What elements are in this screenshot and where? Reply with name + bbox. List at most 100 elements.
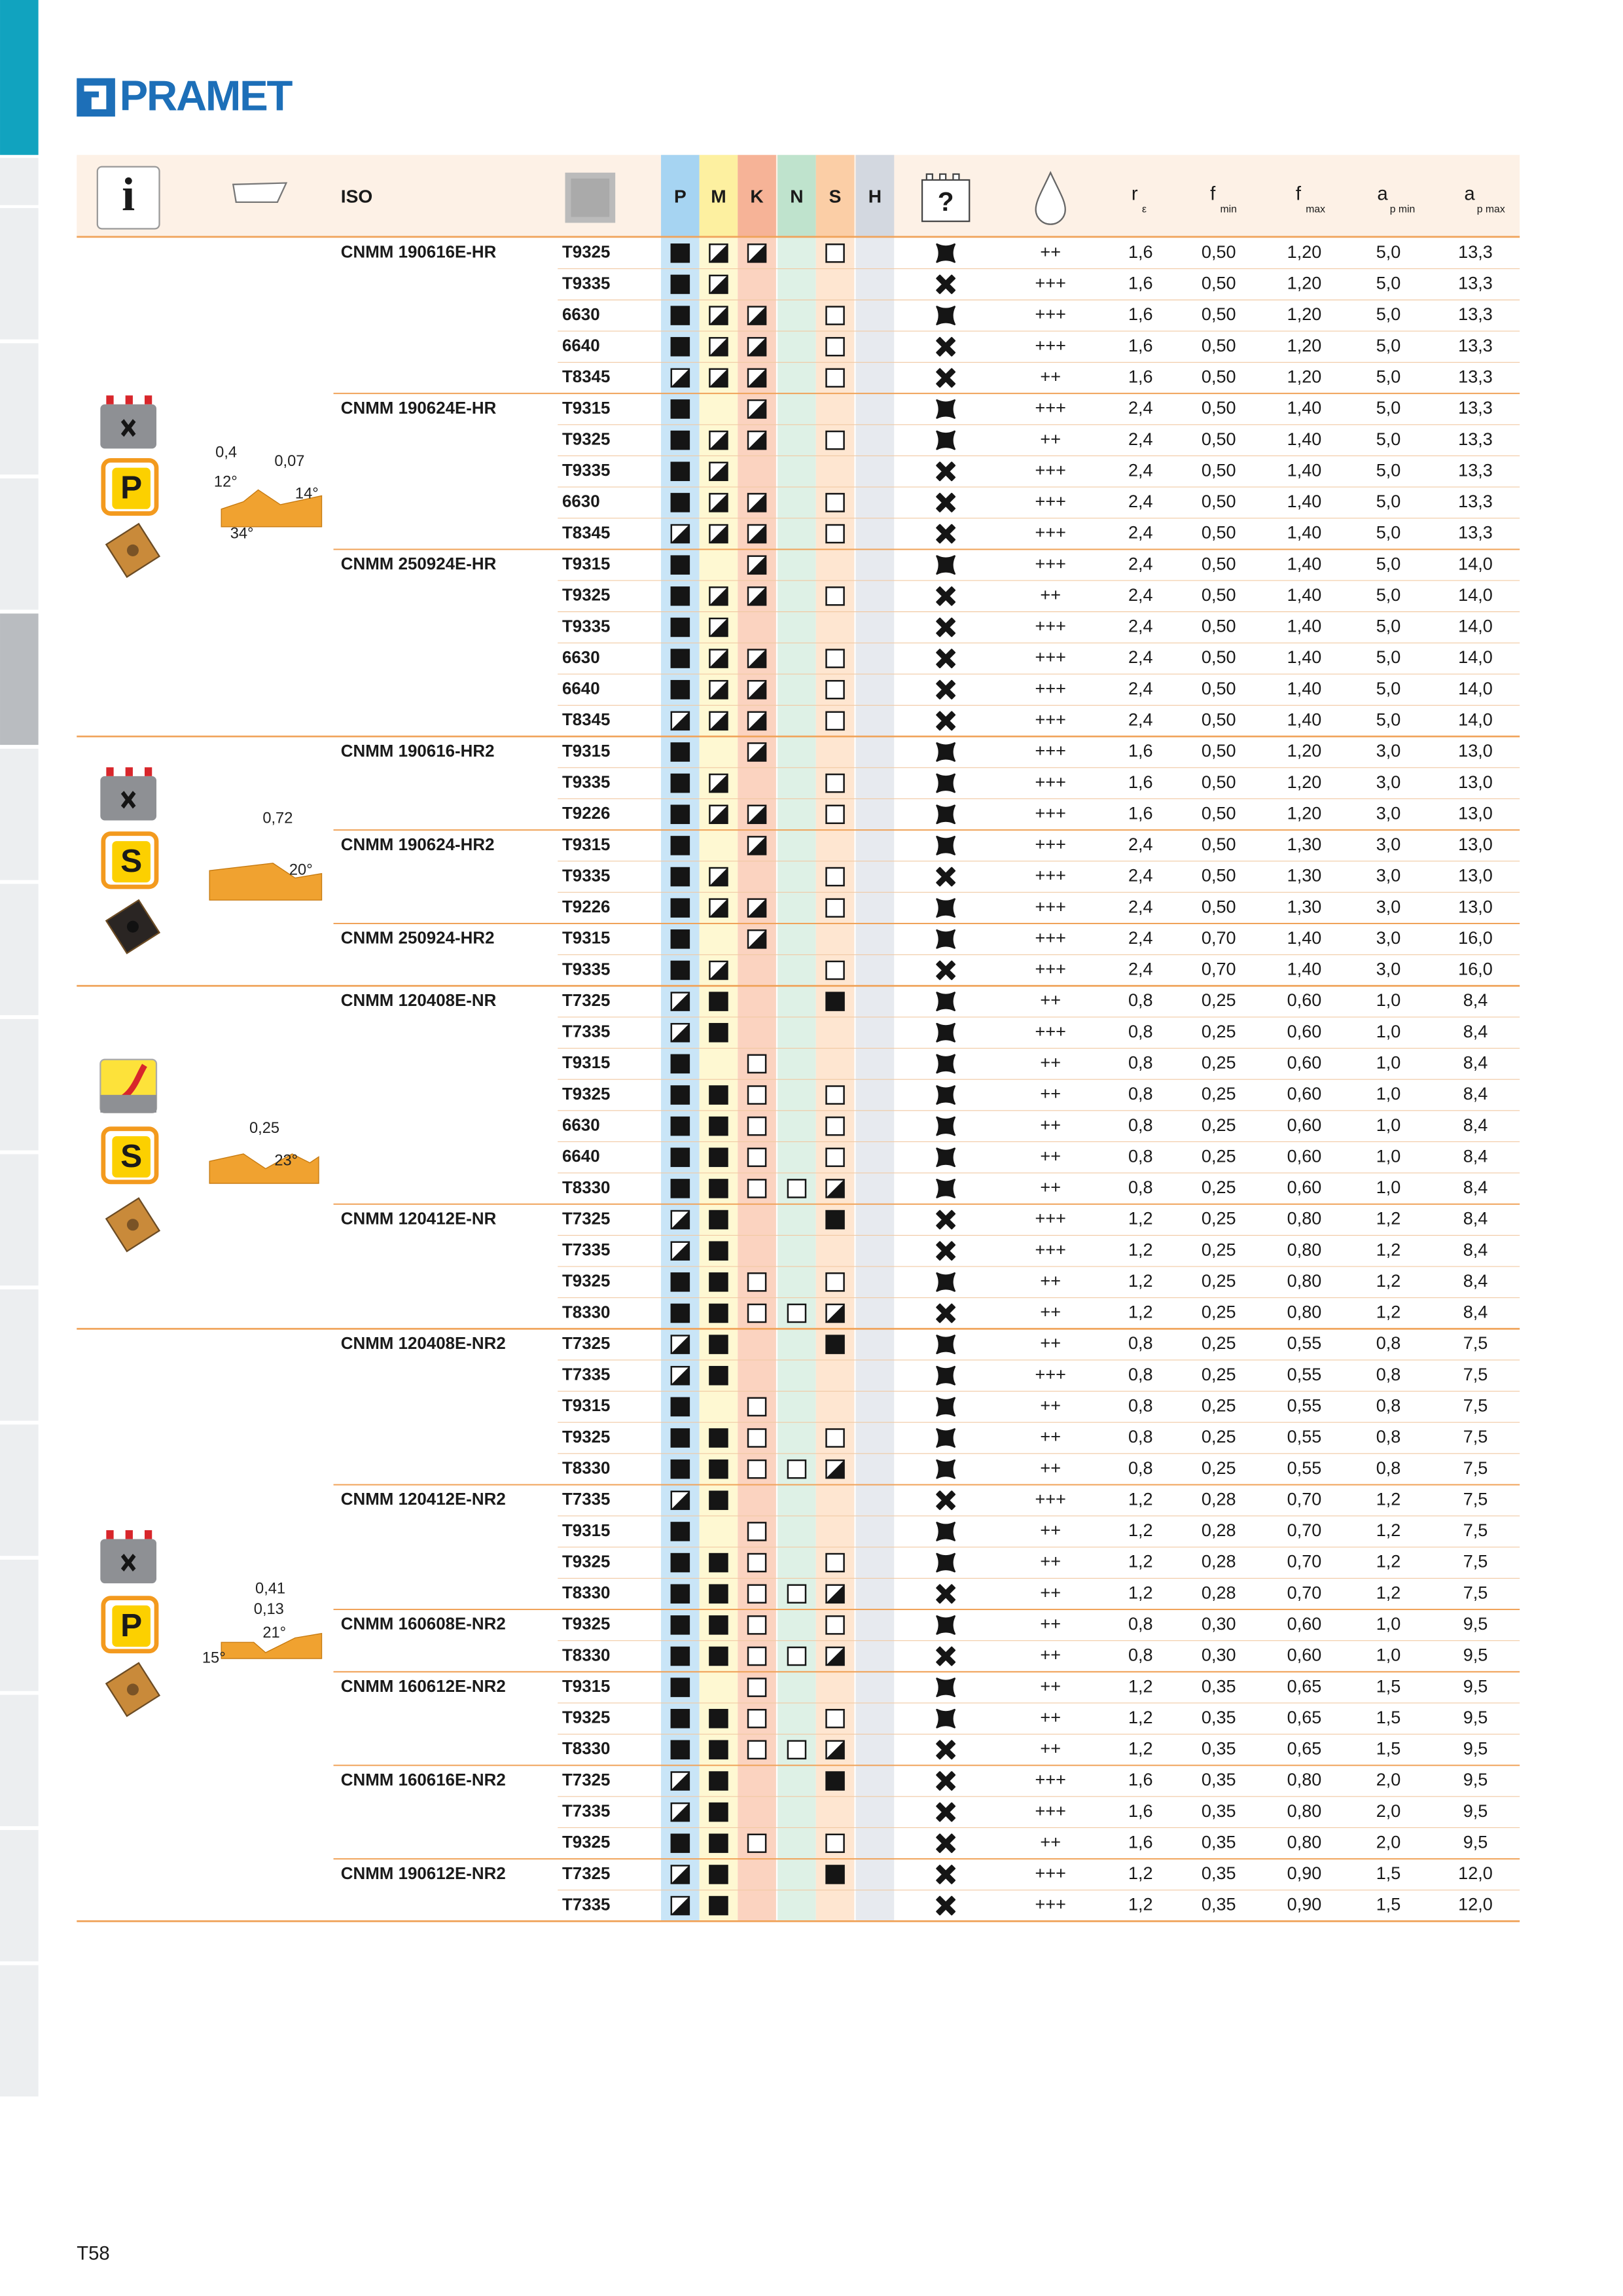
coolant: +++ <box>1035 398 1066 418</box>
cutting-value: 2,4 <box>1128 647 1153 667</box>
cutting-value: 0,25 <box>1202 1053 1236 1073</box>
condition-symbol <box>936 1740 956 1760</box>
grade-symbol <box>747 1272 767 1292</box>
condition-symbol <box>936 1365 956 1386</box>
cutting-value: 5,0 <box>1376 429 1401 449</box>
chipbreaker-profile <box>221 489 323 528</box>
coolant-icon <box>1035 171 1066 225</box>
condition-symbol <box>936 1147 956 1168</box>
condition-symbol <box>936 1116 956 1136</box>
cutting-value: 13,3 <box>1458 398 1493 418</box>
cutting-value: 9,5 <box>1463 1708 1488 1727</box>
cutting-value: 0,50 <box>1202 367 1236 386</box>
cutting-value: 0,25 <box>1202 1427 1236 1446</box>
grade-symbol <box>670 1272 690 1292</box>
grade-symbol <box>825 1147 845 1168</box>
grade-symbol <box>709 1615 728 1635</box>
cutting-value: 13,3 <box>1458 492 1493 511</box>
grade: T9325 <box>562 1709 610 1727</box>
grade: T9226 <box>562 804 610 823</box>
grade: T9315 <box>562 1522 610 1540</box>
cutting-value: 0,70 <box>1202 960 1236 979</box>
cutting-value: 9,5 <box>1463 1676 1488 1696</box>
grade-symbol-half <box>671 992 689 1011</box>
cutting-value: 3,0 <box>1376 897 1401 916</box>
grade-symbol <box>670 804 690 825</box>
grade-symbol <box>787 1646 807 1666</box>
grade-symbol <box>670 960 690 980</box>
cutting-value: 0,70 <box>1287 1552 1322 1571</box>
cutting-value: 1,2 <box>1376 1489 1401 1509</box>
cutting-value: 1,2 <box>1128 1209 1153 1229</box>
cutting-value: 8,4 <box>1463 1146 1488 1166</box>
cutting-value: 1,0 <box>1376 990 1401 1010</box>
grade-symbol <box>825 867 845 887</box>
cutting-value: 2,0 <box>1376 1770 1401 1789</box>
grade-symbol <box>747 1179 767 1198</box>
cutting-value: 0,8 <box>1128 1365 1153 1384</box>
cutting-value: 8,4 <box>1463 1022 1488 1041</box>
coolant: +++ <box>1035 679 1066 698</box>
grain-texture <box>571 178 610 217</box>
condition-symbol <box>936 555 956 575</box>
grade-symbol <box>709 1303 728 1323</box>
material-header-band <box>738 154 776 236</box>
coolant: ++ <box>1040 585 1061 605</box>
cutting-value: 1,2 <box>1376 1240 1401 1259</box>
cutting-value: 0,55 <box>1287 1333 1322 1353</box>
cutting-value: 0,8 <box>1128 1115 1153 1135</box>
material-badge-letter: P <box>120 469 142 506</box>
iso-code: CNMM 190616E-HR <box>341 243 497 262</box>
material-badge-letter: S <box>120 1138 142 1174</box>
grade-symbol-half <box>826 1585 844 1603</box>
grade-symbol-half <box>709 462 728 480</box>
grade-symbol <box>825 1272 845 1292</box>
cutting-value: 9,5 <box>1463 1832 1488 1852</box>
cutting-value: 0,55 <box>1287 1396 1322 1416</box>
cutting-value: 3,0 <box>1376 834 1401 854</box>
material-header: K <box>750 186 764 207</box>
grade-symbol <box>670 274 690 295</box>
cutting-value: 1,40 <box>1287 960 1322 979</box>
grade: T7325 <box>562 1210 610 1228</box>
grade: T9325 <box>562 243 610 262</box>
condition-symbol <box>936 960 956 980</box>
condition-symbol <box>936 804 956 825</box>
cutting-value: 13,3 <box>1458 460 1493 480</box>
grade-symbol <box>670 430 690 450</box>
coolant: ++ <box>1040 1302 1061 1322</box>
cutting-value: 0,60 <box>1287 1177 1322 1197</box>
material-header-band <box>699 154 738 236</box>
cutting-value: 1,40 <box>1287 928 1322 948</box>
condition-symbol <box>936 1677 956 1698</box>
grade-symbol <box>825 804 845 825</box>
coolant: +++ <box>1035 960 1066 979</box>
cutting-value: 0,8 <box>1128 990 1153 1010</box>
coolant: +++ <box>1035 304 1066 324</box>
cutting-value: 14,0 <box>1458 679 1493 698</box>
grade-symbol <box>825 1771 845 1791</box>
process-tooth <box>125 395 133 404</box>
cutting-value: 0,50 <box>1202 274 1236 293</box>
cutting-value: 7,5 <box>1463 1365 1488 1384</box>
condition-symbol <box>936 867 956 887</box>
grade-symbol-half <box>748 525 766 543</box>
cutting-value: 1,40 <box>1287 523 1322 543</box>
grade-symbol-half <box>748 899 766 917</box>
grade-symbol <box>825 679 845 700</box>
coolant: ++ <box>1040 1739 1061 1759</box>
cutting-value: 1,40 <box>1287 647 1322 667</box>
cutting-value: 1,5 <box>1376 1863 1401 1883</box>
cutting-value: 0,50 <box>1202 741 1236 761</box>
grade-symbol-half <box>709 244 728 262</box>
cutting-value: 1,2 <box>1376 1520 1401 1540</box>
grade-symbol <box>747 1646 767 1666</box>
grade: T7325 <box>562 1335 610 1353</box>
cutting-value: 0,80 <box>1287 1832 1322 1852</box>
grade-symbol-half <box>748 836 766 855</box>
grade-symbol <box>747 1085 767 1105</box>
cutting-value: 1,2 <box>1128 1739 1153 1759</box>
cutting-value: 0,8 <box>1376 1458 1401 1478</box>
grade-symbol <box>747 1584 767 1604</box>
grade: T9315 <box>562 1677 610 1696</box>
